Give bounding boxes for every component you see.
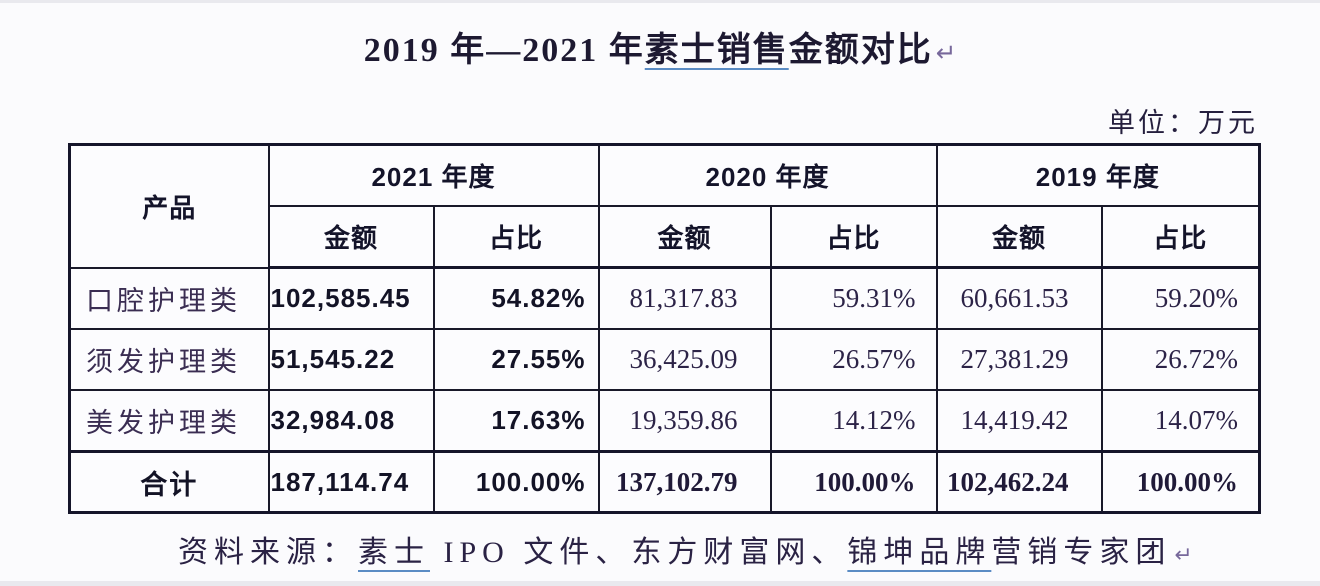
- header-cell-year-2019: 2019 年度: [935, 143, 1261, 207]
- header-cell-share-2021: 占比: [432, 205, 600, 269]
- source-suffix: 营销专家团: [991, 536, 1172, 569]
- title-prefix: 2019 年—2021 年: [363, 32, 645, 69]
- cell-total-share-2021: 100.00%: [432, 450, 600, 514]
- header-cell-amount-2019: 金额: [935, 205, 1103, 269]
- source-middle: IPO 文件、东方财富网、: [430, 536, 848, 569]
- cell-share-2019: 26.72%: [1100, 328, 1261, 391]
- header-cell-year-2021: 2021 年度: [267, 143, 600, 207]
- total-label: 合计: [68, 450, 270, 514]
- source-brand-soocas: 素士: [358, 536, 430, 569]
- document-title: 2019 年—2021 年素士销售金额对比 ↵: [0, 22, 1320, 71]
- cell-share-2020: 14.12%: [769, 389, 938, 453]
- source-prefix: 资料来源：: [178, 536, 358, 569]
- cell-share-2019: 14.07%: [1100, 389, 1261, 453]
- paragraph-mark-icon: ↵: [935, 38, 957, 67]
- cell-share-2019: 59.20%: [1100, 266, 1261, 330]
- top-edge-strip: [0, 0, 1320, 3]
- header-cell-amount-2020: 金额: [597, 205, 772, 269]
- cell-total-share-2020: 100.00%: [769, 450, 938, 514]
- cell-amount-2021: 32,984.08: [267, 389, 435, 453]
- cell-share-2020: 59.31%: [769, 266, 938, 330]
- header-cell-amount-2021: 金额: [267, 205, 435, 269]
- cell-total-share-2019: 100.00%: [1100, 450, 1261, 514]
- bottom-edge-strip: [0, 581, 1320, 586]
- title-suffix: 金额对比: [788, 32, 933, 69]
- cell-amount-2019: 14,419.42: [935, 389, 1103, 453]
- source-brand-jinkun: 锦坤品牌: [847, 536, 992, 569]
- cell-amount-2020: 19,359.86: [597, 389, 772, 453]
- header-cell-share-2019: 占比: [1100, 205, 1261, 269]
- title-underlined-brand: 素士销售: [644, 32, 789, 69]
- cell-amount-2020: 36,425.09: [597, 328, 772, 391]
- table-header-sub-row: 金额 占比 金额 占比 金额 占比: [70, 205, 1261, 269]
- cell-amount-2019: 60,661.53: [935, 266, 1103, 330]
- cell-share-2021: 17.63%: [432, 389, 600, 453]
- cell-amount-2020: 81,317.83: [597, 266, 772, 330]
- data-source-line: 资料来源：素士 IPO 文件、东方财富网、锦坤品牌营销专家团 ↵: [178, 527, 1192, 571]
- cell-amount-2019: 27,381.29: [935, 328, 1103, 391]
- table-row-hair-styling-care: 美发护理类 32,984.08 17.63% 19,359.86 14.12% …: [68, 389, 1261, 453]
- cell-total-amount-2021: 187,114.74: [267, 450, 435, 514]
- cell-amount-2021: 102,585.45: [267, 266, 435, 330]
- cell-share-2020: 26.57%: [769, 328, 938, 391]
- header-cell-share-2020: 占比: [769, 205, 938, 269]
- cell-amount-2021: 51,545.22: [267, 328, 435, 391]
- cell-share-2021: 54.82%: [432, 266, 600, 330]
- header-cell-year-2020: 2020 年度: [597, 143, 938, 207]
- paragraph-mark-icon: ↵: [1174, 543, 1193, 568]
- header-cell-product: 产品: [68, 143, 270, 269]
- row-label: 须发护理类: [68, 328, 270, 391]
- table-row-oral-care: 口腔护理类 102,585.45 54.82% 81,317.83 59.31%…: [68, 266, 1261, 330]
- table-row-total: 合计 187,114.74 100.00% 137,102.79 100.00%…: [68, 450, 1261, 514]
- row-label: 口腔护理类: [68, 266, 270, 330]
- cell-share-2021: 27.55%: [432, 328, 600, 391]
- table-header-year-row: 产品 2021 年度 2020 年度 2019 年度: [68, 143, 1261, 269]
- table-row-shaving-hair-care: 须发护理类 51,545.22 27.55% 36,425.09 26.57% …: [68, 328, 1261, 391]
- cell-total-amount-2020: 137,102.79: [597, 450, 772, 514]
- sales-comparison-table: 产品 2021 年度 2020 年度 2019 年度 金额 占比 金额 占比 金…: [68, 143, 1262, 514]
- row-label: 美发护理类: [68, 389, 270, 453]
- cell-total-amount-2019: 102,462.24: [935, 450, 1103, 514]
- unit-label: 单位：万元: [1108, 108, 1258, 138]
